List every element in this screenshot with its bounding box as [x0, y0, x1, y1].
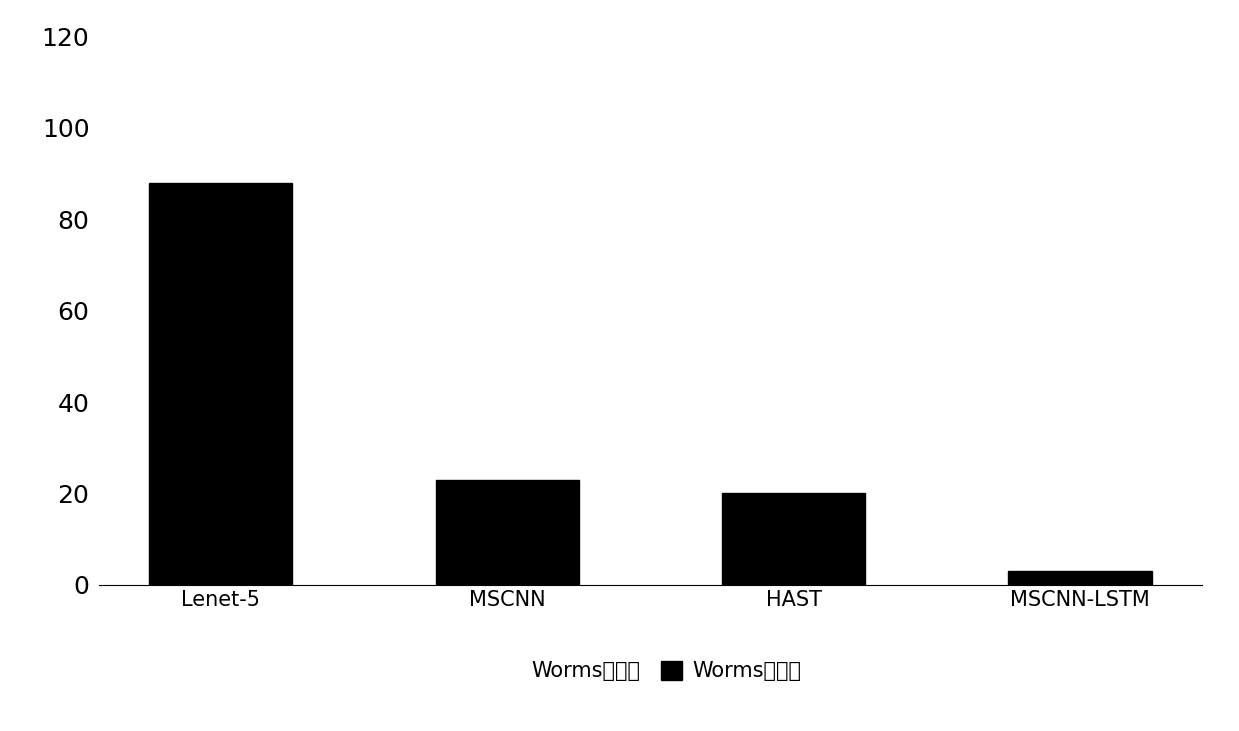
- Bar: [149, 183, 292, 585]
- Bar: [436, 480, 579, 585]
- Bar: [1009, 571, 1152, 585]
- Legend: Worms准确率, Worms漏报率: Worms准确率, Worms漏报率: [499, 661, 802, 681]
- Bar: [722, 493, 865, 585]
